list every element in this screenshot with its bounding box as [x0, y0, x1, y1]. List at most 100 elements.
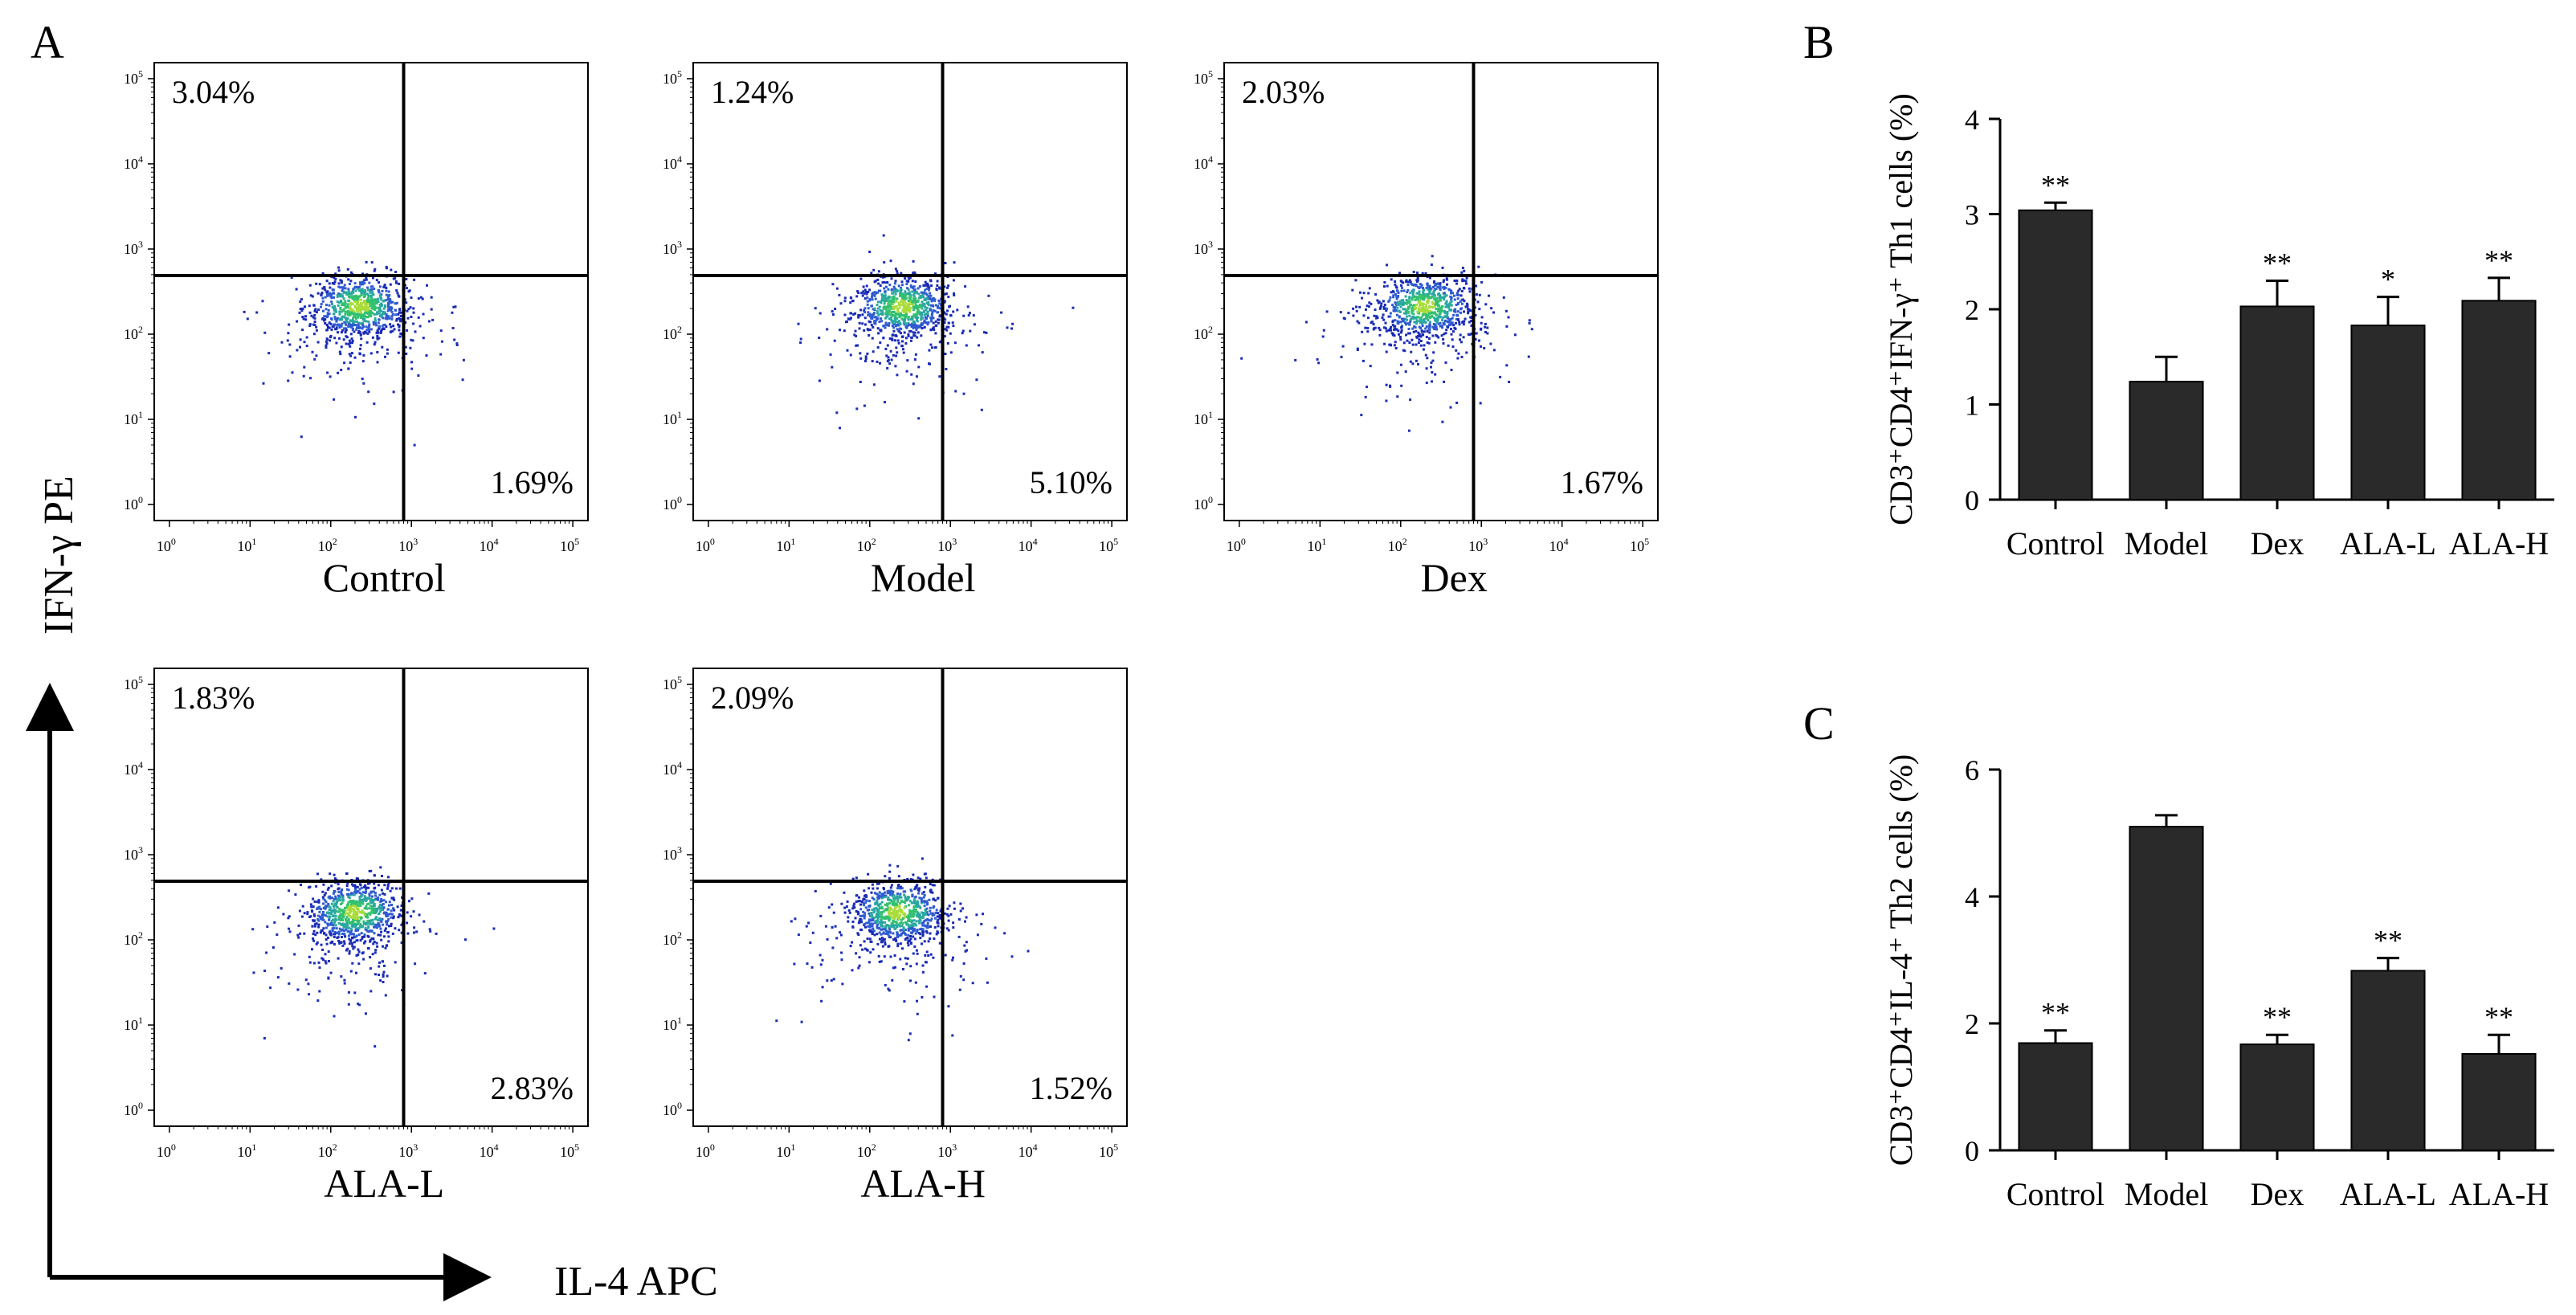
- event-dot: [857, 921, 860, 925]
- event-dot: [348, 930, 351, 933]
- event-dot: [326, 294, 329, 297]
- event-dot: [1381, 316, 1384, 319]
- event-dot: [340, 909, 343, 912]
- event-dot: [914, 932, 917, 935]
- event-dot: [1449, 318, 1452, 321]
- event-dot: [328, 312, 331, 316]
- event-dot: [365, 306, 368, 309]
- event-dot: [899, 887, 902, 890]
- event-dot: [859, 308, 863, 312]
- event-dot: [1383, 304, 1386, 306]
- y-tick-label: 103: [663, 239, 682, 257]
- event-dot: [387, 301, 390, 304]
- event-dot: [373, 887, 376, 890]
- event-dot: [377, 922, 380, 925]
- event-dot: [339, 308, 342, 311]
- event-dot: [337, 930, 341, 933]
- event-dot: [912, 873, 915, 876]
- event-dot: [1407, 332, 1410, 335]
- event-dot: [892, 914, 896, 917]
- event-dot: [876, 926, 879, 929]
- event-dot: [931, 346, 933, 349]
- event-dot: [1426, 282, 1429, 285]
- event-dot: [1461, 298, 1464, 301]
- event-dot: [876, 346, 880, 349]
- event-dot: [357, 303, 360, 306]
- event-dot: [1427, 337, 1431, 340]
- event-dot: [312, 939, 316, 942]
- event-dot: [395, 319, 398, 322]
- event-dot: [321, 296, 325, 300]
- event-dot: [333, 912, 337, 914]
- event-dot: [378, 905, 381, 909]
- event-dot: [349, 354, 353, 357]
- event-dot: [1411, 284, 1415, 287]
- event-dot: [1402, 299, 1405, 302]
- event-dot: [366, 896, 369, 900]
- event-dot: [910, 889, 913, 892]
- event-dot: [900, 887, 904, 890]
- event-dot: [903, 893, 906, 896]
- event-dot: [1461, 321, 1464, 324]
- event-dot: [1456, 310, 1459, 313]
- event-dot: [889, 955, 892, 958]
- event-dot: [873, 907, 876, 910]
- event-dot: [330, 913, 333, 916]
- event-dot: [1400, 329, 1403, 332]
- event-dot: [353, 933, 355, 936]
- event-dot: [1419, 285, 1423, 288]
- event-dot: [1388, 299, 1391, 302]
- event-dot: [1362, 314, 1366, 317]
- event-dot: [363, 289, 366, 292]
- event-dot: [925, 293, 929, 296]
- event-dot: [348, 314, 351, 317]
- event-dot: [882, 307, 885, 310]
- event-dot: [1390, 326, 1393, 329]
- event-dot: [861, 294, 864, 297]
- event-dot: [912, 308, 915, 312]
- event-dot: [892, 903, 896, 906]
- event-dot: [315, 325, 318, 329]
- event-dot: [337, 331, 339, 334]
- event-dot: [1373, 314, 1376, 317]
- event-dot: [1462, 336, 1465, 339]
- event-dot: [898, 913, 901, 917]
- event-dot: [1504, 309, 1508, 312]
- event-dot: [395, 887, 398, 890]
- event-dot: [337, 890, 341, 893]
- event-dot: [308, 993, 310, 996]
- event-dot: [375, 907, 378, 910]
- event-dot: [347, 367, 350, 370]
- event-dot: [866, 300, 869, 303]
- event-dot: [371, 336, 374, 339]
- event-dot: [1415, 335, 1419, 338]
- event-dot: [847, 916, 850, 919]
- event-dot: [406, 921, 409, 925]
- event-dot: [332, 905, 335, 908]
- event-dot: [290, 276, 293, 279]
- event-dot: [831, 310, 834, 313]
- panel-letter-a: A: [31, 16, 64, 68]
- event-dot: [877, 332, 880, 335]
- event-dot: [1446, 312, 1449, 316]
- event-dot: [1465, 282, 1468, 285]
- event-dot: [1435, 321, 1439, 325]
- event-dot: [348, 942, 351, 945]
- event-dot: [356, 301, 359, 304]
- event-dot: [337, 894, 340, 897]
- event-dot: [886, 904, 889, 907]
- event-dot: [353, 286, 357, 289]
- event-dot: [937, 931, 940, 934]
- event-dot: [863, 947, 867, 950]
- event-dot: [331, 929, 334, 933]
- event-dot: [912, 297, 915, 300]
- event-dot: [908, 329, 911, 333]
- event-dot: [380, 313, 383, 316]
- event-dot: [1411, 291, 1415, 294]
- event-dot: [1478, 308, 1481, 311]
- event-dot: [353, 313, 356, 316]
- event-dot: [316, 341, 320, 344]
- event-dot: [326, 888, 329, 891]
- event-dot: [372, 904, 375, 907]
- event-dot: [876, 908, 880, 911]
